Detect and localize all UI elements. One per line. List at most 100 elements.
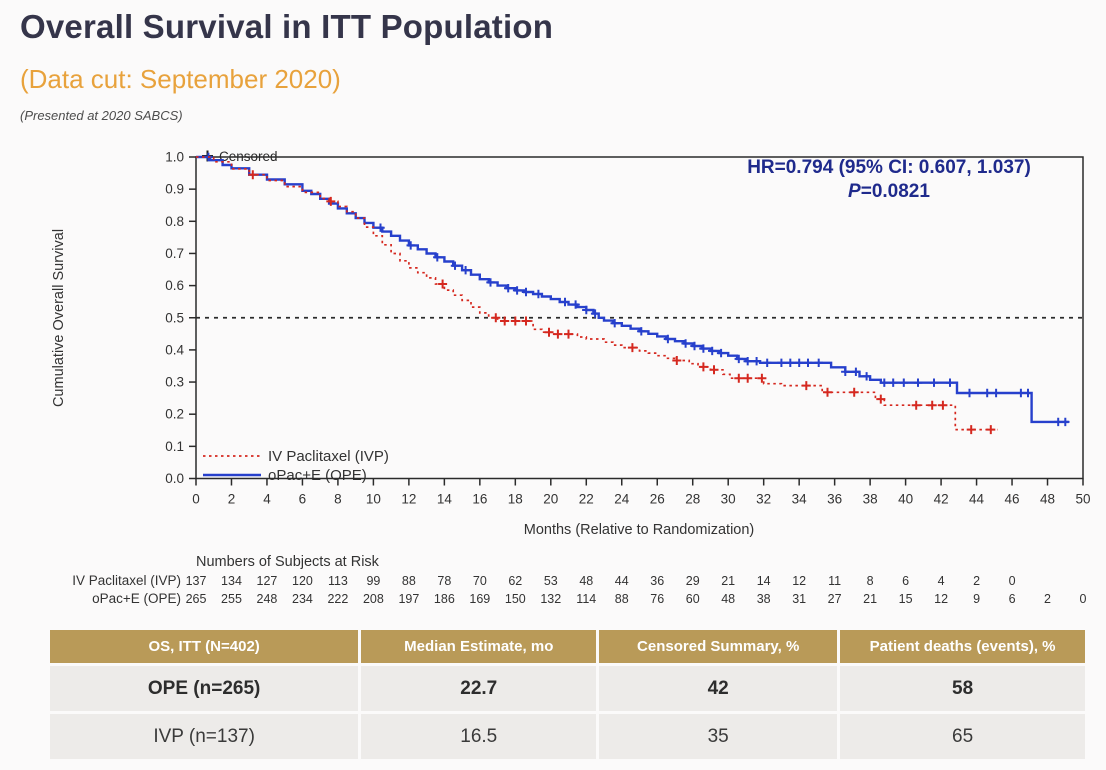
x-tick-label: 22	[579, 492, 594, 507]
y-axis-label: Cumulative Overall Survival	[51, 229, 67, 407]
summary-header-cell: Median Estimate, mo	[361, 630, 597, 663]
x-tick-label: 34	[792, 492, 808, 507]
at-risk-value: 134	[221, 574, 242, 588]
legend-label-ope: oPac+E (OPE)	[268, 467, 367, 484]
at-risk-value: 48	[721, 592, 735, 606]
x-tick-label: 30	[721, 492, 736, 507]
at-risk-value: 114	[576, 592, 596, 606]
at-risk-value: 60	[686, 592, 700, 606]
y-tick-label: 0.2	[165, 407, 184, 422]
at-risk-value: 169	[469, 592, 490, 606]
y-tick-label: 0.0	[165, 471, 184, 486]
summary-table-cell: OPE (n=265)	[50, 666, 359, 711]
p-symbol: P	[848, 181, 861, 202]
x-tick-label: 8	[334, 492, 342, 507]
x-tick-label: 20	[543, 492, 558, 507]
at-risk-value: 44	[615, 574, 629, 588]
y-tick-label: 0.5	[165, 310, 184, 325]
at-risk-value: 255	[221, 592, 242, 606]
summary-header-cell: OS, ITT (N=402)	[50, 630, 359, 663]
y-tick-label: 0.9	[165, 182, 184, 197]
at-risk-value: 38	[757, 592, 771, 606]
x-tick-label: 28	[685, 492, 700, 507]
y-tick-label: 0.6	[165, 278, 184, 293]
presented-note: (Presented at 2020 SABCS)	[20, 108, 183, 123]
at-risk-value: 27	[828, 592, 842, 606]
x-tick-label: 46	[1005, 492, 1020, 507]
at-risk-value: 265	[186, 592, 207, 606]
x-tick-label: 36	[827, 492, 842, 507]
at-risk-value: 31	[792, 592, 806, 606]
at-risk-value: 48	[579, 574, 593, 588]
at-risk-value: 88	[402, 574, 416, 588]
at-risk-value: 234	[292, 592, 313, 606]
at-risk-value: 132	[540, 592, 561, 606]
hr-annotation-line1: HR=0.794 (95% CI: 0.607, 1.037)	[747, 157, 1031, 178]
x-tick-label: 0	[192, 492, 200, 507]
x-tick-label: 18	[508, 492, 523, 507]
summary-table-cell: IVP (n=137)	[50, 714, 359, 759]
at-risk-value: 36	[650, 574, 664, 588]
at-risk-value: 53	[544, 574, 558, 588]
summary-table-cell: 58	[840, 666, 1085, 711]
at-risk-value: 76	[650, 592, 664, 606]
at-risk-value: 2	[973, 574, 980, 588]
at-risk-value: 8	[867, 574, 874, 588]
x-tick-label: 32	[756, 492, 771, 507]
at-risk-value: 29	[686, 574, 700, 588]
at-risk-value: 21	[863, 592, 877, 606]
at-risk-value: 6	[902, 574, 909, 588]
data-cut-subtitle: (Data cut: September 2020)	[20, 64, 341, 94]
at-risk-value: 4	[938, 574, 945, 588]
x-tick-label: 6	[299, 492, 307, 507]
at-risk-value: 197	[398, 592, 419, 606]
at-risk-value: 6	[1009, 592, 1016, 606]
y-tick-label: 1.0	[165, 150, 184, 165]
p-value: =0.0821	[861, 181, 931, 202]
x-tick-label: 16	[472, 492, 487, 507]
summary-table: OS, ITT (N=402) Median Estimate, mo Censor…	[50, 630, 1085, 759]
at-risk-title: Numbers of Subjects at Risk	[196, 554, 380, 570]
at-risk-value: 186	[434, 592, 455, 606]
x-tick-label: 40	[898, 492, 913, 507]
at-risk-value: 222	[327, 592, 348, 606]
y-tick-label: 0.3	[165, 375, 184, 390]
summary-table-cell: 22.7	[361, 666, 597, 711]
summary-header-cell: Censored Summary, %	[599, 630, 838, 663]
x-tick-label: 48	[1040, 492, 1055, 507]
x-axis-label: Months (Relative to Randomization)	[524, 522, 755, 538]
at-risk-value: 12	[934, 592, 948, 606]
summary-header-cell: Patient deaths (events), %	[840, 630, 1085, 663]
summary-table-cell: 65	[840, 714, 1085, 759]
at-risk-value: 78	[437, 574, 451, 588]
x-tick-label: 42	[934, 492, 949, 507]
x-tick-label: 44	[969, 492, 985, 507]
x-tick-label: 24	[614, 492, 630, 507]
x-tick-label: 12	[401, 492, 416, 507]
at-risk-value: 11	[828, 574, 841, 588]
hr-annotation-line2: P=0.0821	[848, 181, 930, 202]
x-tick-label: 10	[366, 492, 381, 507]
y-tick-label: 0.8	[165, 214, 184, 229]
at-risk-value: 150	[505, 592, 526, 606]
x-tick-label: 26	[650, 492, 665, 507]
censor-marks-ope	[204, 152, 1070, 427]
at-risk-value: 21	[721, 574, 735, 588]
x-tick-label: 38	[863, 492, 878, 507]
at-risk-value: 12	[792, 574, 806, 588]
page-title: Overall Survival in ITT Population	[20, 8, 554, 45]
summary-table-cell: 16.5	[361, 714, 597, 759]
x-tick-label: 50	[1075, 492, 1090, 507]
y-tick-label: 0.7	[165, 246, 184, 261]
y-tick-label: 0.1	[165, 439, 184, 454]
x-tick-label: 14	[437, 492, 453, 507]
x-tick-label: 4	[263, 492, 271, 507]
at-risk-row-label-ivp: IV Paclitaxel (IVP)	[72, 573, 181, 588]
at-risk-value: 113	[328, 574, 348, 588]
at-risk-value: 88	[615, 592, 629, 606]
summary-table-cell: 35	[599, 714, 838, 759]
y-tick-label: 0.4	[165, 342, 184, 357]
at-risk-value: 137	[186, 574, 207, 588]
legend-label-ivp: IV Paclitaxel (IVP)	[268, 448, 389, 465]
